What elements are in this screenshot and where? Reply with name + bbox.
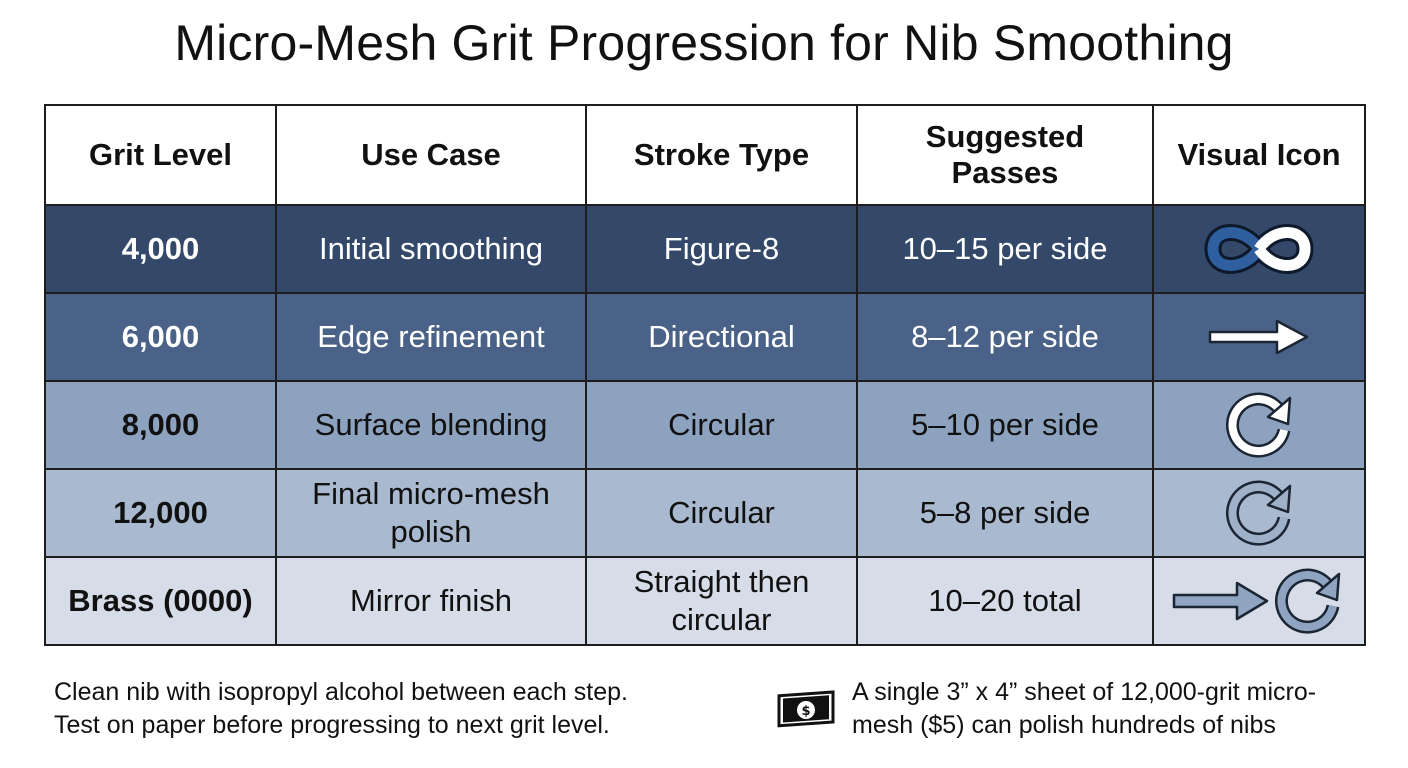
use-case-cell: Initial smoothing <box>275 204 587 294</box>
visual-icon-cell <box>1152 380 1366 470</box>
cost-note: A single 3” x 4” sheet of 12,000-grit mi… <box>852 676 1382 742</box>
column-header-visual-icon: Visual Icon <box>1152 104 1366 206</box>
use-case-cell: Edge refinement <box>275 292 587 382</box>
stroke-type-cell: Directional <box>585 292 858 382</box>
visual-icon-cell <box>1152 556 1366 646</box>
table-row: 8,000 Surface blending Circular 5–10 per… <box>44 380 1366 470</box>
use-case-cell: Surface blending <box>275 380 587 470</box>
stroke-type-cell: Circular <box>585 468 858 558</box>
money-bill-icon: $ <box>776 688 838 737</box>
circular-arrow-icon <box>1226 392 1292 458</box>
column-header-suggested-passes: Suggested Passes <box>856 104 1154 206</box>
table-row: Brass (0000) Mirror finish Straight then… <box>44 556 1366 646</box>
cleaning-note-line-1: Clean nib with isopropyl alcohol between… <box>54 678 628 706</box>
circular-arrow-icon <box>1226 480 1292 546</box>
grit-level-cell: 8,000 <box>44 380 277 470</box>
arrow-then-circular-icon <box>1172 568 1341 634</box>
visual-icon-cell <box>1152 468 1366 558</box>
use-case-cell: Final micro-mesh polish <box>275 468 587 558</box>
use-case-cell: Mirror finish <box>275 556 587 646</box>
right-arrow-icon <box>1208 319 1309 355</box>
stroke-type-cell: Figure-8 <box>585 204 858 294</box>
visual-icon-cell <box>1152 204 1366 294</box>
suggested-passes-cell: 5–8 per side <box>856 468 1154 558</box>
page-title: Micro-Mesh Grit Progression for Nib Smoo… <box>174 15 1234 71</box>
stroke-type-cell: Straight then circular <box>585 556 858 646</box>
table-row: 12,000 Final micro-mesh polish Circular … <box>44 468 1366 558</box>
suggested-passes-cell: 8–12 per side <box>856 292 1154 382</box>
stroke-type-cell: Circular <box>585 380 858 470</box>
grit-level-cell: 6,000 <box>44 292 277 382</box>
infinity-icon <box>1204 224 1314 274</box>
svg-text:$: $ <box>801 704 810 719</box>
grit-level-cell: 4,000 <box>44 204 277 294</box>
cost-note-line-1: A single 3” x 4” sheet of 12,000-grit mi… <box>852 678 1317 706</box>
cost-note-line-2: mesh ($5) can polish hundreds of nibs <box>852 711 1276 739</box>
column-header-use-case: Use Case <box>275 104 587 206</box>
column-header-grit-level: Grit Level <box>44 104 277 206</box>
grit-level-cell: 12,000 <box>44 468 277 558</box>
suggested-passes-cell: 5–10 per side <box>856 380 1154 470</box>
suggested-passes-label: Suggested Passes <box>925 119 1085 190</box>
suggested-passes-cell: 10–15 per side <box>856 204 1154 294</box>
grit-level-cell: Brass (0000) <box>44 556 277 646</box>
table-row: 4,000 Initial smoothing Figure-8 10–15 p… <box>44 204 1366 294</box>
table-row: 6,000 Edge refinement Directional 8–12 p… <box>44 292 1366 382</box>
column-header-stroke-type: Stroke Type <box>585 104 858 206</box>
grit-table: Grit Level Use Case Stroke Type Suggeste… <box>44 104 1366 646</box>
visual-icon-cell <box>1152 292 1366 382</box>
cleaning-note: Clean nib with isopropyl alcohol between… <box>54 676 754 742</box>
suggested-passes-cell: 10–20 total <box>856 556 1154 646</box>
cleaning-note-line-2: Test on paper before progressing to next… <box>54 711 610 739</box>
table-header-row: Grit Level Use Case Stroke Type Suggeste… <box>44 104 1366 206</box>
